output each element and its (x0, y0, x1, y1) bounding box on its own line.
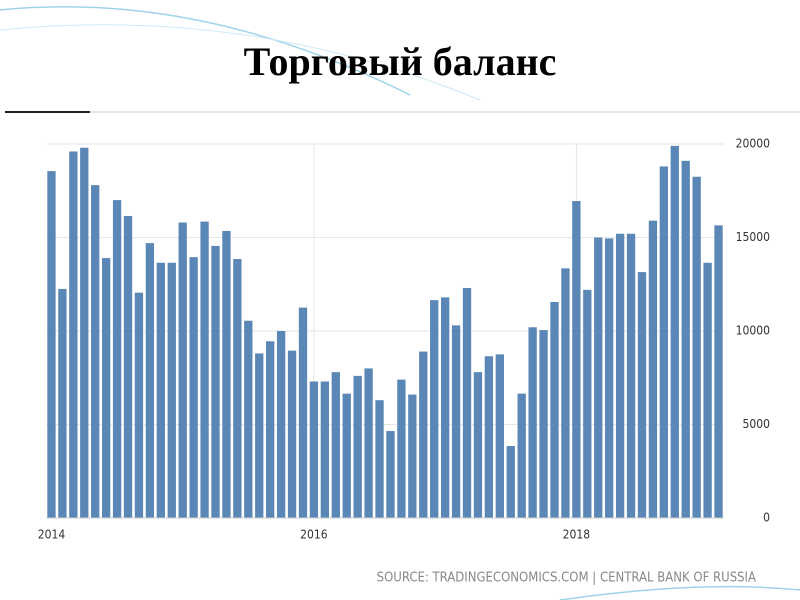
bar (244, 320, 253, 518)
y-tick-label: 20000 (736, 137, 770, 151)
bar (397, 379, 406, 518)
bar (615, 233, 625, 518)
bar (419, 351, 428, 518)
bar (91, 185, 100, 518)
bar (375, 400, 384, 518)
bar (200, 221, 209, 519)
bar (309, 381, 319, 518)
bar (714, 225, 723, 518)
bar (572, 201, 581, 518)
bar (156, 262, 165, 518)
bar (561, 268, 570, 518)
bar (605, 238, 614, 518)
y-tick-label: 15000 (736, 230, 770, 244)
bar (101, 258, 111, 518)
decor-arc (0, 24, 481, 101)
bar (506, 446, 515, 518)
bar (484, 356, 494, 518)
bar (583, 289, 592, 518)
bar (517, 393, 526, 518)
bar (276, 331, 286, 518)
bar (134, 292, 144, 518)
bar (266, 341, 275, 518)
bar (462, 287, 472, 518)
bar (353, 375, 362, 518)
bar (167, 262, 176, 518)
decor-arc (559, 585, 800, 600)
y-tick-label: 0 (763, 511, 770, 525)
bar (408, 394, 417, 518)
bar (80, 147, 89, 519)
x-tick-label: 2018 (563, 528, 591, 542)
x-tick-label: 2014 (38, 528, 66, 542)
bar (626, 233, 636, 518)
bar (495, 354, 504, 518)
bar (211, 245, 220, 519)
bar (58, 288, 67, 518)
bar (112, 200, 122, 518)
decor-arc (0, 6, 411, 96)
bar (255, 353, 264, 518)
bar (320, 381, 330, 518)
bar (670, 145, 679, 518)
bar (659, 166, 669, 518)
bar (692, 176, 701, 518)
bar (648, 220, 658, 519)
bar (550, 302, 559, 518)
bar (222, 230, 231, 518)
bar (703, 262, 712, 518)
bar (342, 393, 351, 518)
bar (637, 272, 647, 518)
bar (47, 171, 56, 519)
bar (430, 300, 439, 518)
bar (189, 257, 198, 518)
bar (331, 372, 340, 518)
bar (69, 151, 78, 519)
bar (145, 243, 155, 519)
bar (233, 259, 242, 518)
bar (386, 431, 395, 518)
x-tick-label: 2016 (300, 528, 328, 542)
bar (440, 297, 450, 518)
bar (473, 372, 483, 518)
y-tick-label: 10000 (736, 324, 770, 338)
y-tick-label: 5000 (743, 417, 771, 431)
chart-title: Торговый баланс (244, 39, 557, 84)
bar (123, 215, 133, 518)
bar (287, 350, 297, 518)
bar (681, 160, 690, 518)
bar (298, 307, 308, 518)
source: SOURCE: TRADINGECONOMICS.COM | CENTRAL B… (377, 571, 756, 586)
bar (528, 327, 537, 518)
bar (594, 237, 603, 518)
bar (451, 325, 461, 518)
bar (539, 330, 548, 518)
bar (364, 368, 373, 518)
bar (178, 222, 187, 519)
